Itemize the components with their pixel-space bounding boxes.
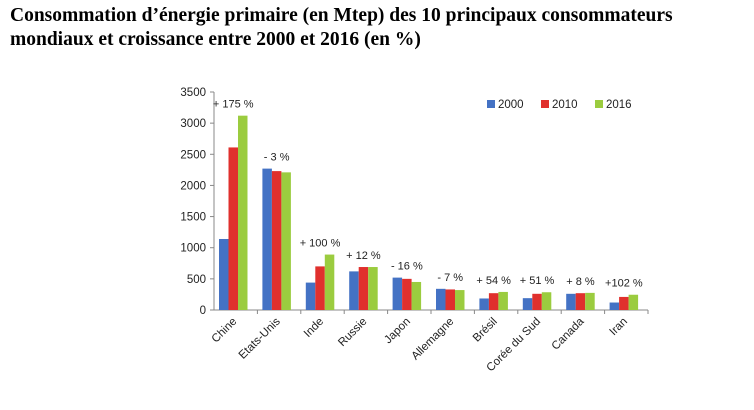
y-tick-label: 2000 bbox=[180, 180, 206, 192]
bar-2010 bbox=[358, 267, 369, 310]
bar-2000 bbox=[522, 298, 533, 310]
x-tick-label: Russie bbox=[336, 316, 369, 349]
bar-2016 bbox=[411, 281, 422, 310]
legend-swatch-2016 bbox=[595, 100, 603, 108]
x-tick-label: Brésil bbox=[471, 316, 500, 345]
bar-2000 bbox=[305, 282, 316, 310]
bar-2000 bbox=[262, 168, 272, 310]
legend-label-2016: 2016 bbox=[606, 99, 632, 111]
bar-2016 bbox=[368, 267, 378, 310]
chart-title: Consommation d’énergie primaire (en Mtep… bbox=[10, 4, 750, 52]
x-tick-label: Inde bbox=[302, 316, 326, 340]
y-tick-label: 2500 bbox=[180, 149, 206, 161]
y-tick-label: 3000 bbox=[180, 118, 206, 130]
x-tick-label: Etats-Unis bbox=[237, 315, 283, 361]
bar-2016 bbox=[541, 292, 552, 310]
y-tick-label: 500 bbox=[187, 274, 206, 286]
x-tick-label: Canada bbox=[550, 315, 587, 352]
growth-annotation: + 100 % bbox=[300, 238, 341, 250]
legend-label-2000: 2000 bbox=[498, 99, 524, 111]
bar-2010 bbox=[488, 293, 499, 310]
bar-2010 bbox=[445, 289, 455, 310]
bar-2010 bbox=[575, 293, 586, 310]
bar-2016 bbox=[238, 115, 248, 310]
x-tick-label: Allemagne bbox=[409, 316, 456, 363]
bar-2000 bbox=[436, 288, 446, 310]
growth-annotation: + 12 % bbox=[346, 250, 381, 262]
bar-2000 bbox=[219, 238, 229, 310]
bar-2016 bbox=[281, 172, 291, 310]
bar-2010 bbox=[315, 266, 325, 310]
growth-annotation: +102 % bbox=[605, 278, 643, 290]
bar-2016 bbox=[585, 292, 595, 310]
growth-annotation: + 54 % bbox=[476, 275, 511, 287]
bar-2016 bbox=[628, 294, 639, 310]
y-tick-label: 1500 bbox=[180, 212, 206, 224]
bar-2000 bbox=[479, 298, 489, 310]
bar-2010 bbox=[619, 296, 629, 310]
chart-title-line-2: mondiaux et croissance entre 2000 et 201… bbox=[10, 29, 421, 50]
bar-2010 bbox=[402, 278, 412, 310]
bar-2000 bbox=[349, 271, 359, 310]
y-tick-label: 3500 bbox=[180, 87, 206, 99]
chart-title-line-1: Consommation d’énergie primaire (en Mtep… bbox=[10, 5, 673, 26]
x-tick-label: Japon bbox=[382, 316, 413, 347]
legend-swatch-2000 bbox=[487, 100, 495, 108]
bar-2010 bbox=[228, 147, 238, 310]
growth-annotation: - 3 % bbox=[264, 152, 290, 164]
growth-annotation: - 7 % bbox=[437, 272, 463, 284]
y-tick-label: 0 bbox=[200, 305, 206, 317]
bar-2000 bbox=[609, 302, 620, 310]
growth-annotation: + 51 % bbox=[520, 275, 555, 287]
growth-annotation: + 8 % bbox=[566, 276, 595, 288]
bar-2016 bbox=[498, 291, 508, 310]
legend-label-2010: 2010 bbox=[552, 99, 578, 111]
growth-annotation: - 16 % bbox=[391, 261, 423, 273]
bar-2000 bbox=[392, 277, 403, 310]
bar-2000 bbox=[566, 293, 576, 310]
x-tick-label: Chine bbox=[210, 316, 240, 346]
y-tick-label: 1000 bbox=[180, 243, 206, 255]
bar-2016 bbox=[324, 254, 335, 310]
x-tick-label: Iran bbox=[607, 316, 630, 339]
bar-2010 bbox=[271, 171, 282, 310]
growth-annotation: + 175 % bbox=[213, 99, 254, 111]
bar-2010 bbox=[532, 293, 542, 310]
bar-2016 bbox=[455, 290, 465, 310]
legend-swatch-2010 bbox=[541, 100, 549, 108]
